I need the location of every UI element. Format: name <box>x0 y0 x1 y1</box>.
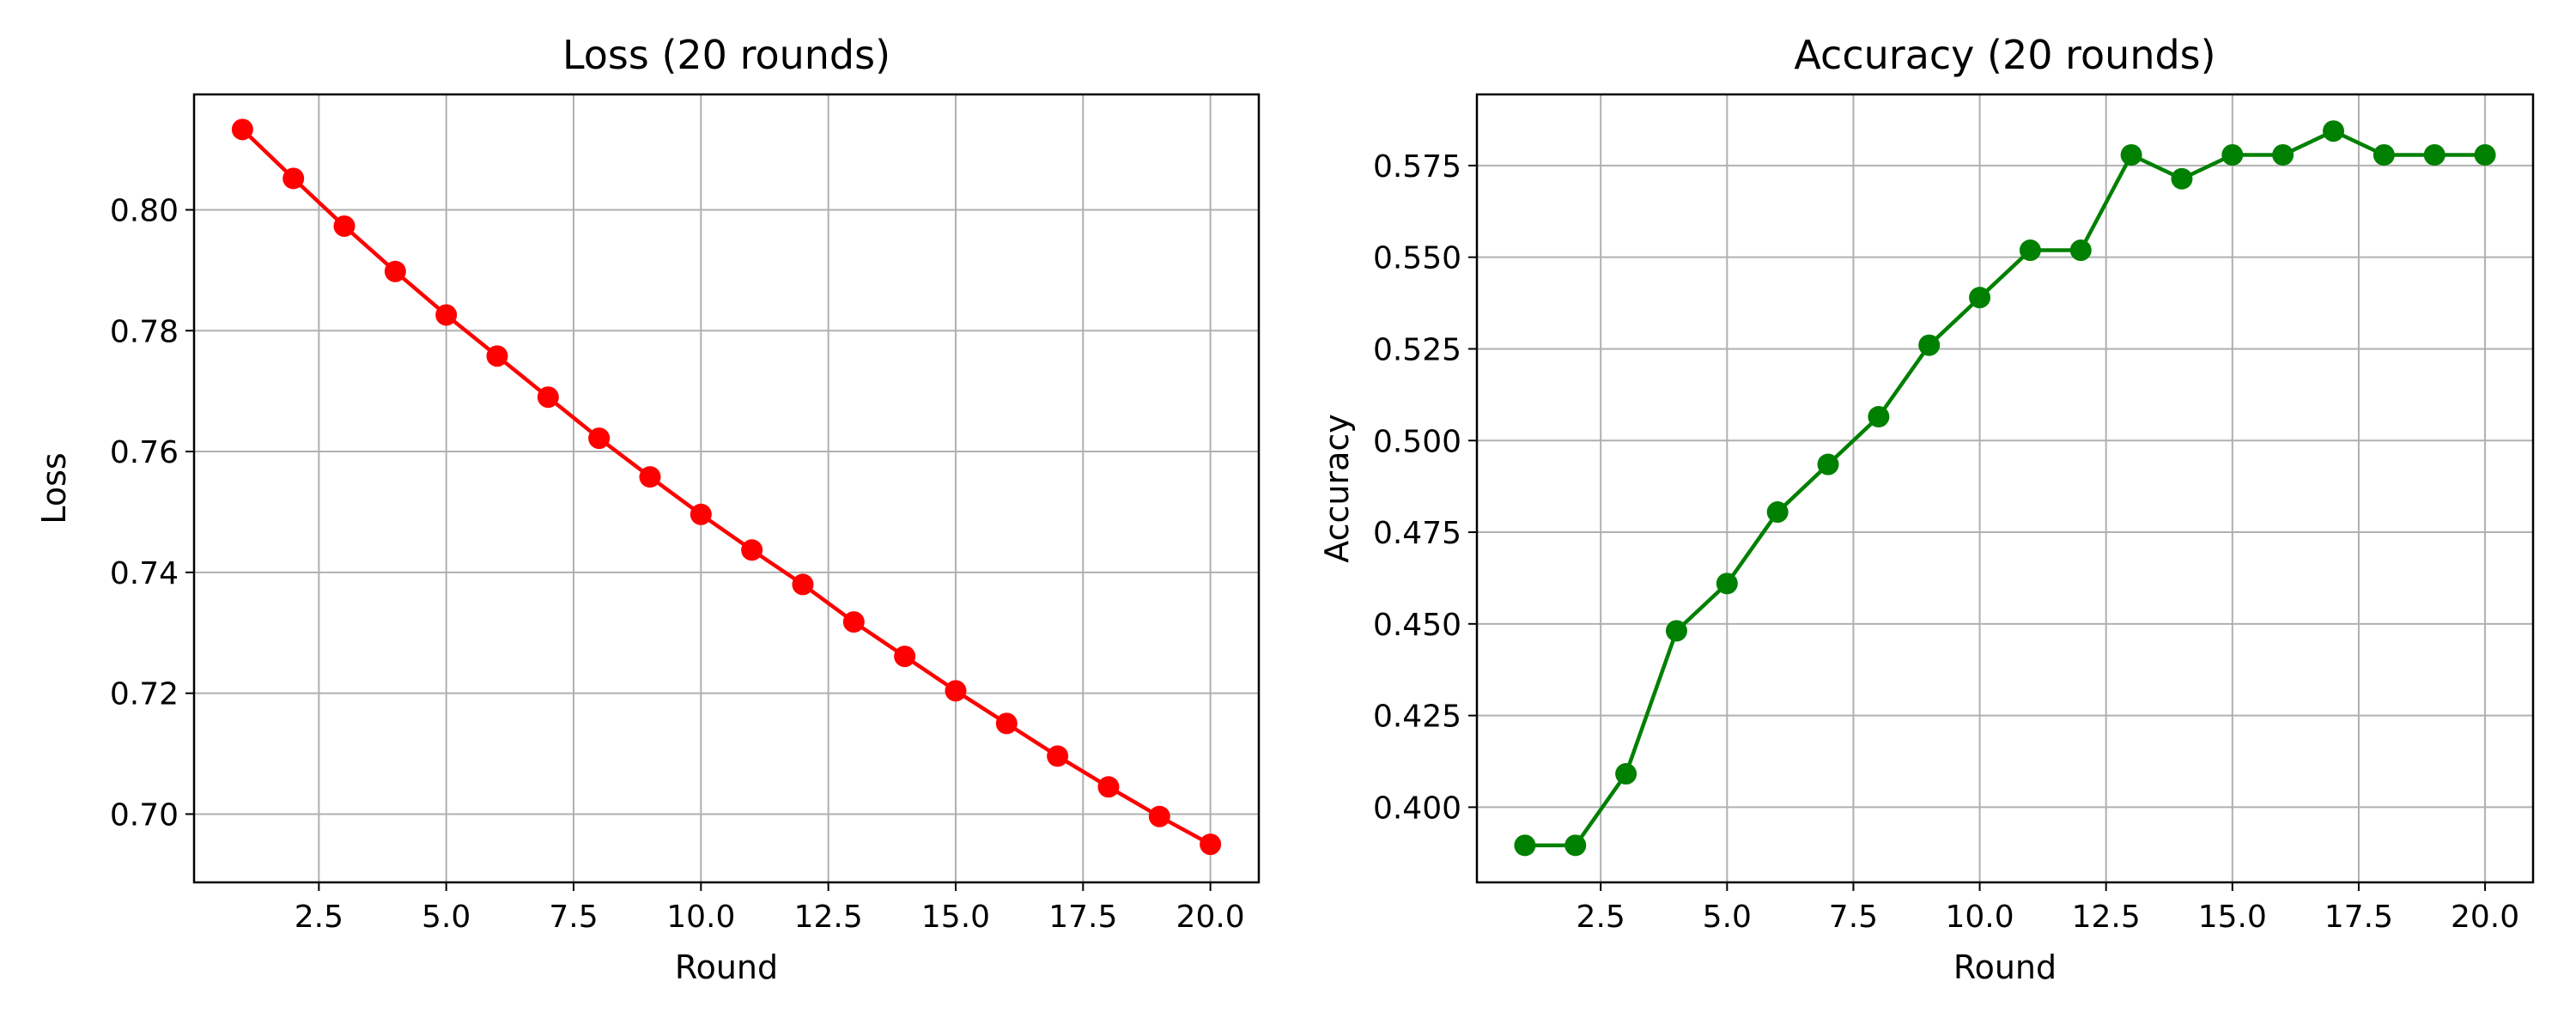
loss-gridlines <box>194 94 1259 882</box>
accuracy-x-tick-label: 17.5 <box>2324 900 2393 935</box>
loss-y-tick-label: 0.74 <box>110 556 179 591</box>
loss-data-point <box>435 304 458 326</box>
accuracy-x-axis-label: Round <box>1953 948 2057 986</box>
loss-y-tick-label: 0.78 <box>110 314 179 349</box>
loss-x-tick-label: 10.0 <box>666 900 735 935</box>
loss-plot-frame <box>192 93 1261 884</box>
loss-marker-layer <box>231 118 1222 856</box>
accuracy-y-tick-label: 0.500 <box>1373 424 1461 459</box>
accuracy-x-tick-label: 20.0 <box>2451 900 2519 935</box>
loss-data-point <box>842 611 865 633</box>
accuracy-y-tick-label: 0.575 <box>1373 149 1461 185</box>
accuracy-x-tick-label: 7.5 <box>1829 900 1878 935</box>
loss-data-point <box>894 645 916 668</box>
loss-data-point <box>690 503 712 525</box>
loss-data-point <box>1148 805 1170 827</box>
accuracy-x-tick-label: 5.0 <box>1703 900 1752 935</box>
loss-x-tick-label: 20.0 <box>1176 900 1245 935</box>
loss-data-point <box>1047 745 1069 767</box>
accuracy-data-point <box>1918 334 1941 356</box>
accuracy-chart: 2.5 5.0 7.5 10.0 12.5 15.0 17.5 20.0 0.400 0.425 0… <box>1318 32 2535 986</box>
accuracy-ticks: 2.5 5.0 7.5 10.0 12.5 15.0 17.5 20.0 0.400 0.425 0… <box>1373 149 2519 935</box>
loss-data-point <box>639 466 661 488</box>
loss-y-tick-label: 0.70 <box>110 797 179 833</box>
loss-y-tick-label: 0.76 <box>110 435 179 470</box>
accuracy-data-point <box>2272 143 2294 166</box>
loss-data-point <box>945 680 967 702</box>
loss-data-point <box>231 118 253 141</box>
accuracy-marker-layer <box>1514 120 2496 857</box>
accuracy-data-point <box>1969 287 1991 309</box>
loss-y-tick-label: 0.72 <box>110 677 179 712</box>
loss-data-point <box>995 712 1018 735</box>
accuracy-data-point <box>1665 620 1687 642</box>
accuracy-data-point <box>2423 143 2445 166</box>
loss-data-point <box>792 573 814 596</box>
loss-chart: 2.5 5.0 7.5 10.0 12.5 15.0 17.5 20.0 0.70 0.72 0.7… <box>35 32 1261 986</box>
accuracy-x-tick-label: 15.0 <box>2198 900 2267 935</box>
loss-x-axis-label: Round <box>675 948 778 986</box>
accuracy-y-tick-label: 0.400 <box>1373 791 1461 826</box>
loss-chart-title: Loss (20 rounds) <box>562 32 890 78</box>
loss-ticks: 2.5 5.0 7.5 10.0 12.5 15.0 17.5 20.0 0.70 0.72 0.7… <box>110 193 1245 935</box>
accuracy-y-tick-label: 0.425 <box>1373 700 1461 735</box>
accuracy-data-point <box>1716 573 1738 595</box>
accuracy-y-axis-label: Accuracy <box>1318 414 1356 563</box>
accuracy-y-tick-label: 0.550 <box>1373 241 1461 276</box>
accuracy-x-tick-label: 10.0 <box>1945 900 2014 935</box>
accuracy-y-tick-label: 0.525 <box>1373 332 1461 367</box>
loss-data-point <box>486 345 508 367</box>
accuracy-data-point <box>2171 167 2193 190</box>
loss-x-tick-label: 12.5 <box>794 900 863 935</box>
loss-x-tick-label: 7.5 <box>549 900 598 935</box>
accuracy-data-point <box>2069 239 2092 262</box>
loss-data-point <box>588 427 611 450</box>
accuracy-data-point <box>2323 120 2345 142</box>
loss-data-point <box>384 260 406 282</box>
loss-x-tick-label: 5.0 <box>422 900 471 935</box>
loss-y-tick-label: 0.80 <box>110 193 179 228</box>
accuracy-data-point <box>2019 239 2041 262</box>
accuracy-gridlines <box>1477 94 2533 882</box>
accuracy-data-point <box>2221 143 2244 166</box>
loss-data-point <box>283 167 305 190</box>
accuracy-chart-title: Accuracy (20 rounds) <box>1794 32 2215 78</box>
loss-data-point <box>537 386 559 409</box>
accuracy-x-tick-label: 12.5 <box>2072 900 2141 935</box>
accuracy-plot-frame <box>1475 93 2535 884</box>
loss-data-point <box>741 539 763 561</box>
accuracy-x-tick-label: 2.5 <box>1577 900 1625 935</box>
accuracy-data-point <box>1766 501 1789 524</box>
accuracy-data-point <box>2474 143 2496 166</box>
accuracy-data-point <box>2372 143 2395 166</box>
loss-x-tick-label: 17.5 <box>1048 900 1117 935</box>
loss-data-point <box>1200 833 1222 856</box>
loss-x-tick-label: 2.5 <box>295 900 343 935</box>
loss-data-point <box>333 215 355 237</box>
accuracy-y-tick-label: 0.475 <box>1373 516 1461 551</box>
accuracy-data-point <box>2120 143 2142 166</box>
loss-y-axis-label: Loss <box>35 452 73 524</box>
accuracy-data-point <box>1615 763 1637 785</box>
accuracy-data-point <box>1514 834 1536 857</box>
loss-data-point <box>1097 776 1120 798</box>
accuracy-y-tick-label: 0.450 <box>1373 608 1461 643</box>
loss-x-tick-label: 15.0 <box>921 900 990 935</box>
accuracy-data-point <box>1817 453 1839 476</box>
accuracy-data-point <box>1564 834 1587 857</box>
accuracy-data-point <box>1868 405 1890 427</box>
